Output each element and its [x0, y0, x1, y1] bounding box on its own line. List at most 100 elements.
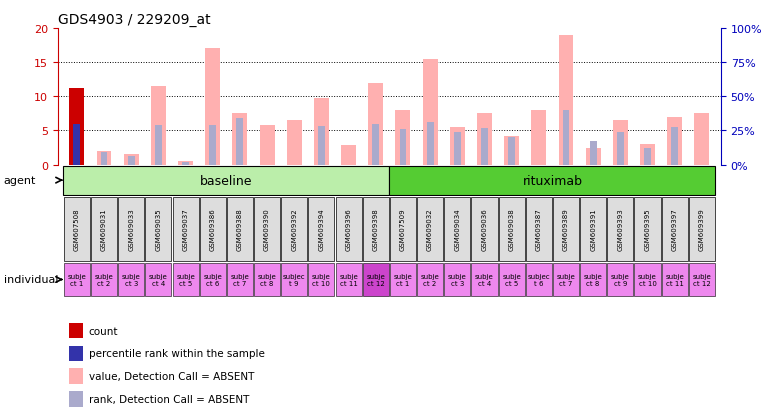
Bar: [69, 89, 84, 165]
Text: subje
ct 6: subje ct 6: [204, 273, 222, 286]
Text: GSM609038: GSM609038: [509, 208, 514, 251]
Bar: [504, 137, 519, 165]
Bar: [399, 130, 406, 165]
Bar: [644, 148, 651, 165]
Text: GSM609391: GSM609391: [590, 208, 596, 251]
Text: GSM609395: GSM609395: [645, 208, 651, 250]
FancyBboxPatch shape: [390, 197, 416, 261]
Bar: [91, 263, 117, 297]
Text: subje
ct 11: subje ct 11: [339, 273, 358, 286]
Bar: [580, 263, 606, 297]
FancyBboxPatch shape: [580, 197, 606, 261]
Bar: [390, 263, 416, 297]
FancyBboxPatch shape: [173, 197, 199, 261]
Bar: [590, 141, 597, 165]
FancyBboxPatch shape: [635, 197, 661, 261]
Text: subje
ct 9: subje ct 9: [611, 273, 630, 286]
Text: subje
ct 10: subje ct 10: [638, 273, 657, 286]
Text: GSM609032: GSM609032: [427, 208, 433, 250]
Bar: [64, 263, 90, 297]
Text: GSM607509: GSM607509: [400, 208, 406, 250]
FancyBboxPatch shape: [526, 197, 552, 261]
Text: GSM609399: GSM609399: [699, 208, 705, 251]
Text: subje
ct 2: subje ct 2: [421, 273, 439, 286]
Text: subje
ct 3: subje ct 3: [122, 273, 140, 286]
Text: subje
ct 8: subje ct 8: [258, 273, 277, 286]
Bar: [444, 263, 470, 297]
Text: GSM609034: GSM609034: [454, 208, 460, 250]
Text: subje
ct 7: subje ct 7: [557, 273, 575, 286]
Text: rituximab: rituximab: [523, 174, 582, 187]
Text: GDS4903 / 229209_at: GDS4903 / 229209_at: [58, 12, 210, 26]
Bar: [695, 114, 709, 165]
FancyBboxPatch shape: [608, 197, 634, 261]
Bar: [369, 83, 383, 165]
Bar: [101, 153, 107, 165]
Text: GSM609031: GSM609031: [101, 208, 107, 251]
Text: GSM609390: GSM609390: [264, 208, 270, 251]
Bar: [454, 133, 461, 165]
FancyBboxPatch shape: [281, 197, 308, 261]
Bar: [200, 263, 226, 297]
Text: value, Detection Call = ABSENT: value, Detection Call = ABSENT: [89, 371, 254, 381]
Bar: [662, 263, 688, 297]
Bar: [308, 263, 335, 297]
FancyBboxPatch shape: [308, 197, 335, 261]
Bar: [526, 263, 552, 297]
FancyBboxPatch shape: [499, 197, 525, 261]
Bar: [281, 263, 308, 297]
Bar: [227, 263, 253, 297]
FancyBboxPatch shape: [417, 197, 443, 261]
FancyBboxPatch shape: [227, 197, 253, 261]
Bar: [389, 166, 715, 195]
Text: subje
ct 4: subje ct 4: [149, 273, 168, 286]
Text: GSM609392: GSM609392: [291, 208, 298, 250]
Bar: [155, 126, 162, 165]
Text: GSM609036: GSM609036: [481, 208, 487, 251]
Text: GSM609035: GSM609035: [156, 208, 161, 250]
Bar: [608, 263, 634, 297]
FancyBboxPatch shape: [91, 197, 117, 261]
Text: agent: agent: [4, 176, 36, 186]
Text: GSM609033: GSM609033: [128, 208, 134, 251]
Text: subje
ct 12: subje ct 12: [692, 273, 711, 286]
Bar: [145, 263, 171, 297]
Bar: [481, 128, 488, 165]
Bar: [151, 87, 166, 165]
Text: GSM609398: GSM609398: [372, 208, 379, 251]
Text: GSM609387: GSM609387: [536, 208, 542, 251]
Bar: [63, 166, 389, 195]
Bar: [689, 263, 715, 297]
Bar: [553, 263, 579, 297]
Text: subjec
t 9: subjec t 9: [283, 273, 305, 286]
Bar: [209, 126, 216, 165]
FancyBboxPatch shape: [689, 197, 715, 261]
Bar: [423, 59, 438, 165]
Bar: [499, 263, 525, 297]
Text: subje
ct 10: subje ct 10: [312, 273, 331, 286]
Bar: [362, 263, 389, 297]
Bar: [613, 121, 628, 165]
FancyBboxPatch shape: [118, 197, 144, 261]
Text: subje
ct 11: subje ct 11: [665, 273, 684, 286]
Bar: [372, 124, 379, 165]
Bar: [531, 111, 547, 165]
Bar: [417, 263, 443, 297]
Bar: [178, 162, 193, 165]
Bar: [508, 138, 515, 165]
FancyBboxPatch shape: [64, 197, 90, 261]
Bar: [563, 111, 570, 165]
Bar: [640, 145, 655, 165]
Text: subje
ct 4: subje ct 4: [475, 273, 494, 286]
Bar: [667, 117, 682, 165]
Text: individual: individual: [4, 275, 59, 285]
Text: GSM609396: GSM609396: [345, 208, 352, 251]
Bar: [287, 121, 301, 165]
Text: subje
ct 3: subje ct 3: [448, 273, 466, 286]
Bar: [237, 119, 244, 165]
Text: subje
ct 2: subje ct 2: [95, 273, 113, 286]
Text: GSM609386: GSM609386: [210, 208, 216, 251]
FancyBboxPatch shape: [553, 197, 579, 261]
Text: GSM609388: GSM609388: [237, 208, 243, 251]
Bar: [449, 128, 465, 165]
